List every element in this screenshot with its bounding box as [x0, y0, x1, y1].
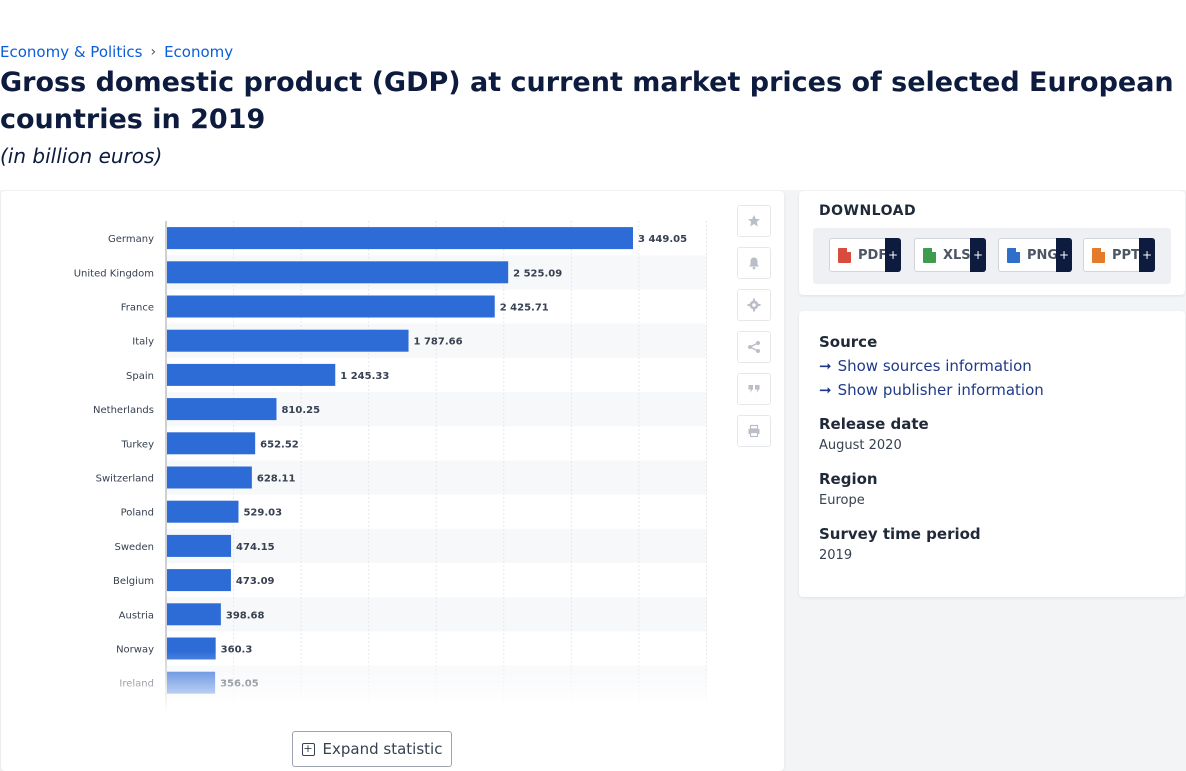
value-label: 3 449.05 — [638, 234, 687, 245]
header-area — [0, 0, 1186, 190]
bar-italy[interactable] — [167, 329, 409, 352]
download-png-label: PNG — [1027, 247, 1059, 263]
bar-france[interactable] — [167, 295, 495, 318]
bar-sweden[interactable] — [167, 534, 232, 557]
category-label: France — [121, 303, 154, 314]
category-label: Sweden — [114, 542, 154, 553]
arrow-right-icon: ➞ — [819, 357, 832, 375]
xls-file-icon — [923, 247, 936, 263]
print-icon[interactable] — [737, 415, 771, 447]
expand-statistic-button[interactable]: + Expand statistic — [292, 731, 452, 767]
chart-card: Germany 3 449.05 United Kingdom 2 525.09 Fra… — [1, 191, 784, 771]
breadcrumb-economy[interactable]: Economy — [164, 43, 234, 61]
bar-switzerland[interactable] — [167, 466, 252, 489]
expand-icon: + — [301, 741, 315, 756]
bell-icon[interactable] — [737, 247, 771, 279]
category-label: Germany — [108, 234, 154, 245]
category-label: Netherlands — [93, 405, 154, 416]
category-label: Austria — [119, 610, 154, 621]
download-ppt-plus[interactable]: + — [1139, 238, 1155, 272]
page-title: Gross domestic product (GDP) at current … — [0, 67, 1174, 135]
value-label: 810.25 — [281, 405, 320, 416]
source-label: Source — [819, 333, 878, 351]
download-panel: DOWNLOAD PDF + XLS + PNG + PPT + — [799, 191, 1185, 295]
value-label: 474.15 — [236, 542, 275, 553]
value-label: 2 525.09 — [513, 268, 562, 279]
download-xls-button[interactable]: XLS + — [914, 238, 986, 272]
bar-netherlands[interactable] — [167, 398, 277, 421]
pdf-file-icon — [838, 247, 851, 263]
show-sources-link[interactable]: ➞ Show sources information — [819, 357, 1032, 375]
region-value: Europe — [819, 493, 865, 508]
star-icon[interactable] — [737, 205, 771, 237]
bar-belgium[interactable] — [167, 569, 231, 592]
value-label: 1 245.33 — [340, 371, 389, 382]
download-ppt-button[interactable]: PPT + — [1083, 238, 1155, 272]
gear-icon[interactable] — [737, 289, 771, 321]
value-label: 360.3 — [221, 645, 253, 656]
download-pdf-button[interactable]: PDF + — [829, 238, 901, 272]
share-icon[interactable] — [737, 331, 771, 363]
category-label: United Kingdom — [74, 268, 154, 279]
bar-poland[interactable] — [167, 500, 239, 523]
value-label: 1 787.66 — [414, 337, 463, 348]
download-pdf-label: PDF — [858, 247, 888, 263]
download-ppt-label: PPT — [1112, 247, 1140, 263]
value-label: 473.09 — [236, 576, 275, 587]
quote-icon[interactable] — [737, 373, 771, 405]
breadcrumb: Economy & Politics › Economy — [0, 43, 233, 61]
download-strip: PDF + XLS + PNG + PPT + — [813, 228, 1171, 284]
bar-united-kingdom[interactable] — [167, 261, 509, 284]
bar-austria[interactable] — [167, 603, 221, 626]
download-title: DOWNLOAD — [819, 203, 917, 219]
download-pdf-plus[interactable]: + — [885, 238, 901, 272]
png-file-icon — [1007, 247, 1020, 263]
release-date-label: Release date — [819, 415, 929, 433]
survey-period-value: 2019 — [819, 548, 853, 563]
value-label: 398.68 — [226, 610, 265, 621]
source-panel: Source ➞ Show sources information ➞ Show… — [799, 311, 1185, 597]
download-png-button[interactable]: PNG + — [998, 238, 1072, 272]
bar-spain[interactable] — [167, 363, 336, 386]
download-xls-plus[interactable]: + — [970, 238, 986, 272]
page-subtitle: (in billion euros) — [0, 144, 163, 168]
breadcrumb-separator: › — [150, 44, 157, 60]
breadcrumb-economy-politics[interactable]: Economy & Politics — [0, 43, 143, 61]
value-label: 652.52 — [260, 439, 299, 450]
category-label: Turkey — [120, 439, 154, 450]
category-label: Norway — [116, 645, 154, 656]
download-xls-label: XLS — [943, 247, 971, 263]
category-label: Poland — [121, 508, 154, 519]
download-png-plus[interactable]: + — [1056, 238, 1072, 272]
value-label: 628.11 — [257, 474, 296, 485]
survey-period-label: Survey time period — [819, 525, 981, 543]
category-label: Italy — [132, 337, 154, 348]
value-label: 2 425.71 — [500, 303, 549, 314]
arrow-right-icon: ➞ — [819, 381, 832, 399]
expand-statistic-label: Expand statistic — [322, 740, 443, 758]
bar-chart: Germany 3 449.05 United Kingdom 2 525.09 Fra… — [1, 221, 721, 711]
show-sources-text: Show sources information — [837, 357, 1032, 375]
ppt-file-icon — [1092, 247, 1105, 263]
value-label: 529.03 — [243, 508, 282, 519]
category-label: Switzerland — [96, 474, 154, 485]
release-date-value: August 2020 — [819, 438, 902, 453]
category-label: Belgium — [113, 576, 154, 587]
bar-turkey[interactable] — [167, 432, 256, 455]
show-publisher-link[interactable]: ➞ Show publisher information — [819, 381, 1044, 399]
show-publisher-text: Show publisher information — [837, 381, 1044, 399]
chart-toolbar — [737, 205, 771, 447]
bar-germany[interactable] — [167, 227, 633, 250]
region-label: Region — [819, 470, 878, 488]
category-label: Spain — [126, 371, 154, 382]
